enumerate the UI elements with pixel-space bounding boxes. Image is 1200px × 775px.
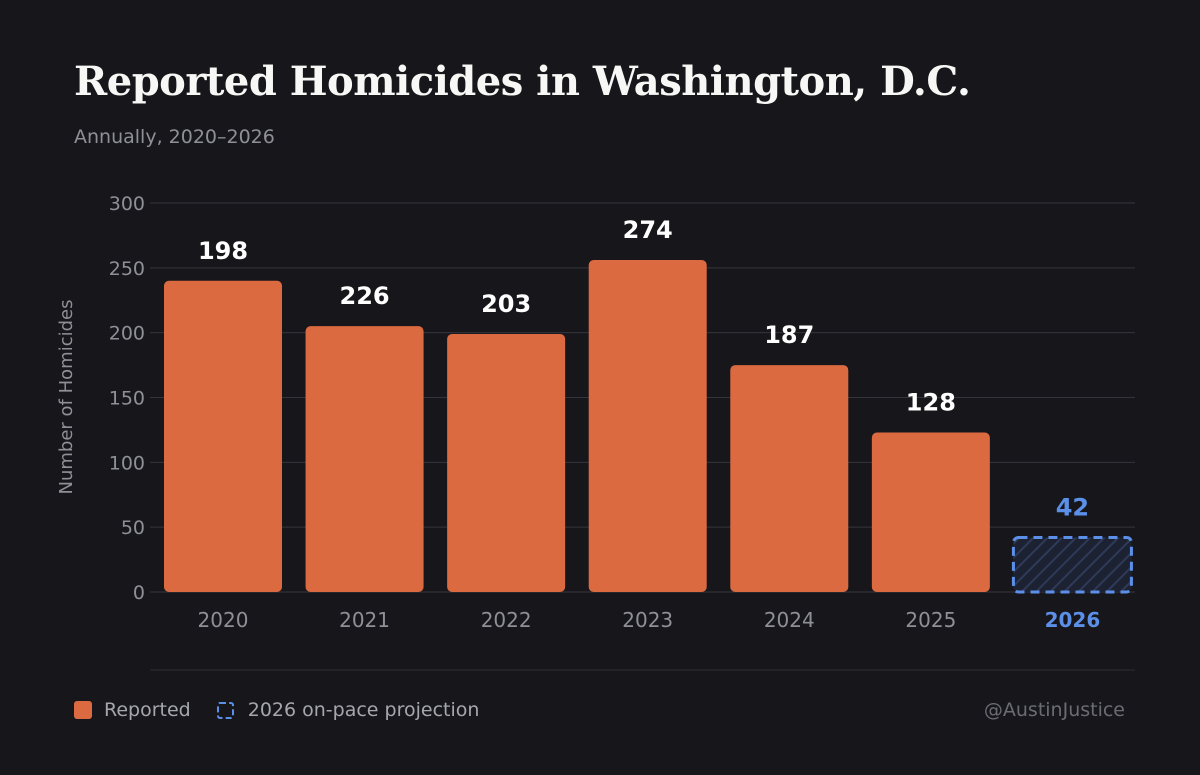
y-axis-label: Number of Homicides — [56, 300, 77, 495]
x-tick-label-2025: 2025 — [905, 608, 956, 632]
x-tick-label-2021: 2021 — [339, 608, 390, 632]
x-tick-label-2020: 2020 — [198, 608, 249, 632]
x-tick-label-2022: 2022 — [481, 608, 532, 632]
projection-swatch-icon — [216, 701, 234, 719]
data-label-2022: 203 — [481, 290, 531, 318]
legend-item-projection: 2026 on-pace projection — [216, 699, 480, 721]
author-credit: @AustinJustice — [983, 699, 1125, 721]
y-tick-label: 100 — [109, 452, 145, 474]
y-tick-label: 0 — [133, 582, 145, 604]
x-tick-label-2023: 2023 — [622, 608, 673, 632]
data-label-2026: 42 — [1056, 494, 1089, 522]
data-label-2020: 198 — [198, 237, 248, 265]
x-tick-label-2026: 2026 — [1045, 608, 1101, 632]
legend-label-projection: 2026 on-pace projection — [247, 699, 480, 721]
bar-2024 — [730, 365, 849, 592]
reported-swatch-icon — [74, 701, 92, 719]
y-tick-label: 50 — [121, 517, 145, 539]
bars — [164, 260, 1133, 594]
bar-projection-2026 — [1011, 536, 1133, 594]
y-tick-label: 150 — [109, 388, 145, 410]
chart-subtitle: Annually, 2020–2026 — [74, 126, 275, 148]
data-label-2025: 128 — [906, 389, 956, 417]
x-tick-label-2024: 2024 — [764, 608, 815, 632]
bar-2020 — [164, 280, 282, 592]
bar-2023 — [588, 260, 707, 592]
legend: Reported 2026 on-pace projection — [74, 699, 505, 721]
legend-label-reported: Reported — [104, 699, 191, 721]
data-label-2021: 226 — [340, 282, 390, 310]
data-label-2024: 187 — [764, 321, 814, 349]
y-tick-label: 300 — [109, 193, 145, 215]
chart-title: Reported Homicides in Washington, D.C. — [74, 58, 971, 105]
x-axis-ticks: 2020 2021 2022 2023 2024 2025 2026 — [198, 608, 1101, 632]
bar-2021 — [305, 326, 424, 592]
y-tick-label: 250 — [109, 258, 145, 280]
legend-item-reported: Reported — [74, 699, 191, 721]
y-axis-ticks: 0 50 100 150 200 250 300 — [109, 193, 145, 604]
bar-2022 — [447, 333, 566, 592]
data-labels: 198 226 203 274 187 128 42 — [198, 216, 1089, 521]
bar-2025 — [871, 432, 990, 592]
data-label-2023: 274 — [623, 216, 673, 244]
y-tick-label: 200 — [109, 323, 145, 345]
